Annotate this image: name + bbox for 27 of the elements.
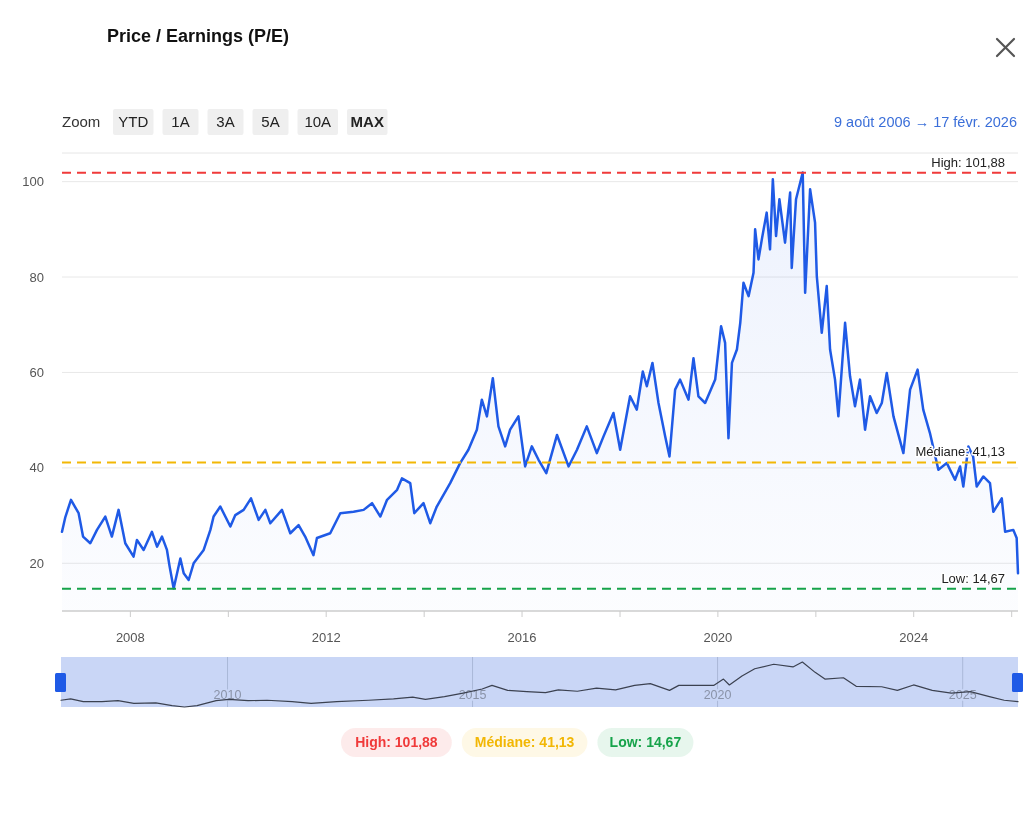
text: Médiane: 41,13 — [474, 734, 575, 750]
x-tick-label: 2016 — [507, 630, 537, 645]
text: MAX — [350, 113, 384, 130]
text: 10A — [304, 113, 332, 130]
x-tick-label: 2024 — [899, 630, 929, 645]
ref-line-label: Low: 14,67 — [941, 570, 1005, 586]
x-tick-label: 2008 — [115, 630, 145, 645]
text: 1A — [171, 113, 190, 130]
x-tick-label: 2010 — [213, 688, 242, 702]
text: Zoom — [62, 113, 101, 130]
text: Low: 14,67 — [609, 734, 682, 750]
text: 5A — [261, 113, 280, 130]
y-tick-label: 20 — [29, 555, 44, 571]
text: High: 101,88 — [355, 734, 438, 750]
text: YTD — [118, 113, 149, 130]
ref-line-label: High: 101,88 — [931, 154, 1005, 170]
y-tick-label: 40 — [29, 460, 44, 476]
chart-title: Price / Earnings (P/E) — [107, 26, 290, 46]
x-tick-label: 2020 — [703, 630, 733, 645]
x-tick-label: 2020 — [703, 688, 732, 702]
x-tick-label: 2012 — [311, 630, 341, 645]
y-tick-label: 80 — [29, 269, 44, 285]
y-tick-label: 60 — [29, 365, 44, 381]
text: 3A — [216, 113, 235, 130]
y-tick-label: 100 — [22, 174, 44, 190]
text: 9 août 2006 → 17 févr. 2026 — [834, 114, 1017, 130]
x-tick-label: 2015 — [458, 688, 487, 702]
